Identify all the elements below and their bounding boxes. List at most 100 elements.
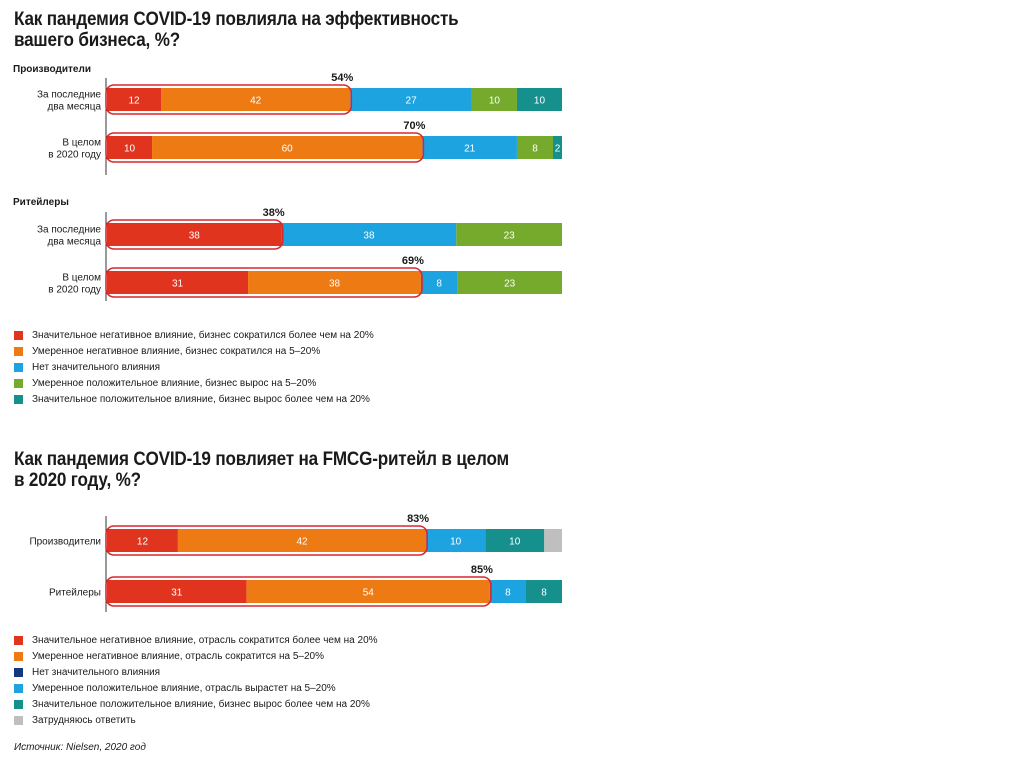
legend1-swatch <box>14 378 23 388</box>
chart1-bar-segment <box>420 271 458 294</box>
chart1-data-label: 10 <box>534 96 546 107</box>
chart1-row-label-line: два месяца <box>47 237 101 248</box>
legend2-label: Умеренное положительное влияние, отрасль… <box>32 682 336 694</box>
chart1-row-label: В целом в 2020 году <box>48 138 101 161</box>
chart2-bar-segment <box>107 529 178 552</box>
legend1-item: Умеренное положительное влияние, бизнес … <box>14 375 374 391</box>
chart1-data-label: 12 <box>128 96 140 107</box>
legend1-label: Умеренное положительное влияние, бизнес … <box>32 377 317 389</box>
chart1-highlight-total: 38% <box>263 207 285 219</box>
legend1-item: Умеренное негативное влияние, бизнес сок… <box>14 343 374 359</box>
chart1-bar-segment <box>107 223 282 246</box>
chart1-row-label-line: В целом <box>62 273 101 284</box>
legend2-item: Значительное негативное влияние, отрасль… <box>14 632 378 648</box>
chart2-bar-segment <box>246 580 490 603</box>
chart1-data-label: 21 <box>464 144 476 155</box>
chart1-data-label: 8 <box>532 144 538 155</box>
chart1-bar-segment <box>516 136 553 159</box>
chart1-bar-segment <box>107 271 249 294</box>
chart1-data-label: 23 <box>504 231 516 242</box>
chart1-bar-segment <box>456 223 562 246</box>
chart1-row-label-line: В целом <box>62 138 101 149</box>
chart1-data-label: 31 <box>172 279 184 290</box>
legend1-item: Нет значительного влияния <box>14 359 374 375</box>
chart2-legend: Значительное негативное влияние, отрасль… <box>14 632 378 728</box>
source-note: Источник: Nielsen, 2020 год <box>14 742 146 753</box>
chart2-bar-segment <box>426 529 486 552</box>
chart1-highlight-total: 69% <box>402 255 424 267</box>
chart2-bar-segment <box>525 580 562 603</box>
chart2-data-label: 54 <box>363 588 375 599</box>
chart2-bar-segment <box>485 529 545 552</box>
chart1-highlight-outline <box>105 219 284 250</box>
chart1-highlight-outline <box>105 132 425 163</box>
legend2-item: Умеренное положительное влияние, отрасль… <box>14 680 378 696</box>
chart1-bar-segment <box>107 88 162 111</box>
legend2-label: Значительное положительное влияние, бизн… <box>32 698 370 710</box>
legend2-label: Умеренное негативное влияние, отрасль со… <box>32 650 324 662</box>
legend1-label: Умеренное негативное влияние, бизнес сок… <box>32 345 321 357</box>
chart1-bar-segment <box>248 271 421 294</box>
chart2-data-label: 31 <box>171 588 183 599</box>
chart1-highlight-total: 54% <box>331 72 353 84</box>
group-label-retailers: Ритейлеры <box>13 197 69 208</box>
chart1-row-label: За последние два месяца <box>37 90 101 113</box>
chart2-row-label: Ритейлеры <box>49 588 101 599</box>
chart2-data-label: 10 <box>509 537 521 548</box>
chart2-highlight-outline <box>105 576 492 607</box>
chart1-title: Как пандемия COVID-19 повлияла на эффект… <box>14 9 459 51</box>
chart2-title: Как пандемия COVID-19 повлияет на FMCG-р… <box>14 449 509 491</box>
chart1-bar-segment <box>552 136 562 159</box>
chart1-data-label: 60 <box>282 144 294 155</box>
chart1-bar-segment <box>161 88 351 111</box>
group-label-manufacturers: Производители <box>13 64 91 75</box>
legend2-swatch <box>14 635 23 645</box>
chart1-highlight-total: 70% <box>403 120 425 132</box>
legend2-item: Значительное положительное влияние, бизн… <box>14 696 378 712</box>
chart1-row-label-line: в 2020 году <box>48 150 101 161</box>
chart2-bar-segment <box>489 580 526 603</box>
chart2-bar-segment <box>544 529 562 552</box>
legend1-swatch <box>14 330 23 340</box>
chart1-data-label: 8 <box>436 279 442 290</box>
chart1-bar-segment <box>350 88 472 111</box>
legend1-label: Значительное негативное влияние, бизнес … <box>32 329 374 341</box>
chart1-row-label-line: два месяца <box>47 102 101 113</box>
legend2-label: Затрудняюсь ответить <box>32 714 136 726</box>
legend2-swatch <box>14 715 23 725</box>
chart2-highlight-outline <box>105 525 428 556</box>
chart2-highlight-total: 85% <box>471 564 493 576</box>
legend2-swatch <box>14 667 23 677</box>
legend1-item: Значительное положительное влияние, бизн… <box>14 391 374 407</box>
chart1-bar-segment <box>107 136 153 159</box>
legend2-swatch <box>14 683 23 693</box>
legend2-label: Значительное негативное влияние, отрасль… <box>32 634 378 646</box>
chart1-data-label: 38 <box>329 279 341 290</box>
chart1-data-label: 38 <box>189 231 201 242</box>
chart1-legend: Значительное негативное влияние, бизнес … <box>14 327 374 407</box>
chart2-row-label-line: Ритейлеры <box>49 588 101 599</box>
legend2-item: Умеренное негативное влияние, отрасль со… <box>14 648 378 664</box>
legend2-swatch <box>14 651 23 661</box>
chart1-data-label: 42 <box>250 96 262 107</box>
legend1-swatch <box>14 362 23 372</box>
chart2-row-label: Производители <box>29 537 101 548</box>
chart1-data-label: 10 <box>124 144 136 155</box>
chart1-row-label: В целом в 2020 году <box>48 273 101 296</box>
chart1-row-label: За последние два месяца <box>37 225 101 248</box>
chart2-bar-segment <box>107 580 247 603</box>
chart1-bar-segment <box>281 223 457 246</box>
chart2-data-label: 8 <box>541 588 547 599</box>
chart2-data-label: 10 <box>450 537 462 548</box>
chart1-data-label: 38 <box>363 231 375 242</box>
legend1-swatch <box>14 346 23 356</box>
chart1-highlight-outline <box>105 267 423 298</box>
chart2-row-label-line: Производители <box>29 537 101 548</box>
chart2-bar-segment <box>177 529 427 552</box>
legend2-item: Затрудняюсь ответить <box>14 712 378 728</box>
chart1-bar-segment <box>422 136 517 159</box>
chart1-data-label: 2 <box>555 144 561 155</box>
chart1-bar-segment <box>516 88 562 111</box>
chart2-data-label: 12 <box>137 537 149 548</box>
